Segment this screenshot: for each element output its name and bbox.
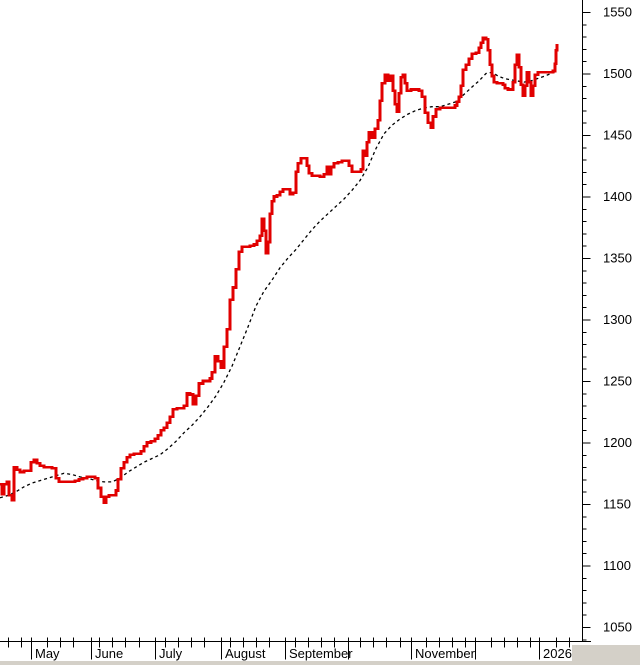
x-month-label: July (159, 646, 183, 661)
y-tick-label: 1450 (603, 128, 632, 143)
y-tick-label: 1050 (603, 620, 632, 635)
x-month-label: August (225, 646, 266, 661)
chart-background (0, 0, 640, 645)
y-tick-label: 1100 (603, 558, 631, 573)
x-month-label: November (415, 646, 476, 661)
x-month-label: 2026 (543, 646, 572, 661)
x-month-label: September (289, 646, 353, 661)
x-month-label: June (95, 646, 123, 661)
price-line (0, 36, 559, 505)
y-tick-label: 1300 (603, 312, 632, 327)
y-tick-label: 1400 (603, 189, 632, 204)
y-tick-label: 1250 (603, 374, 632, 389)
x-month-label: May (35, 646, 60, 661)
y-tick-label: 1150 (603, 497, 631, 512)
y-tick-label: 1350 (603, 251, 632, 266)
y-tick-label: 1500 (603, 66, 632, 81)
y-tick-label: 1200 (603, 435, 632, 450)
y-tick-label: 1550 (603, 5, 632, 20)
